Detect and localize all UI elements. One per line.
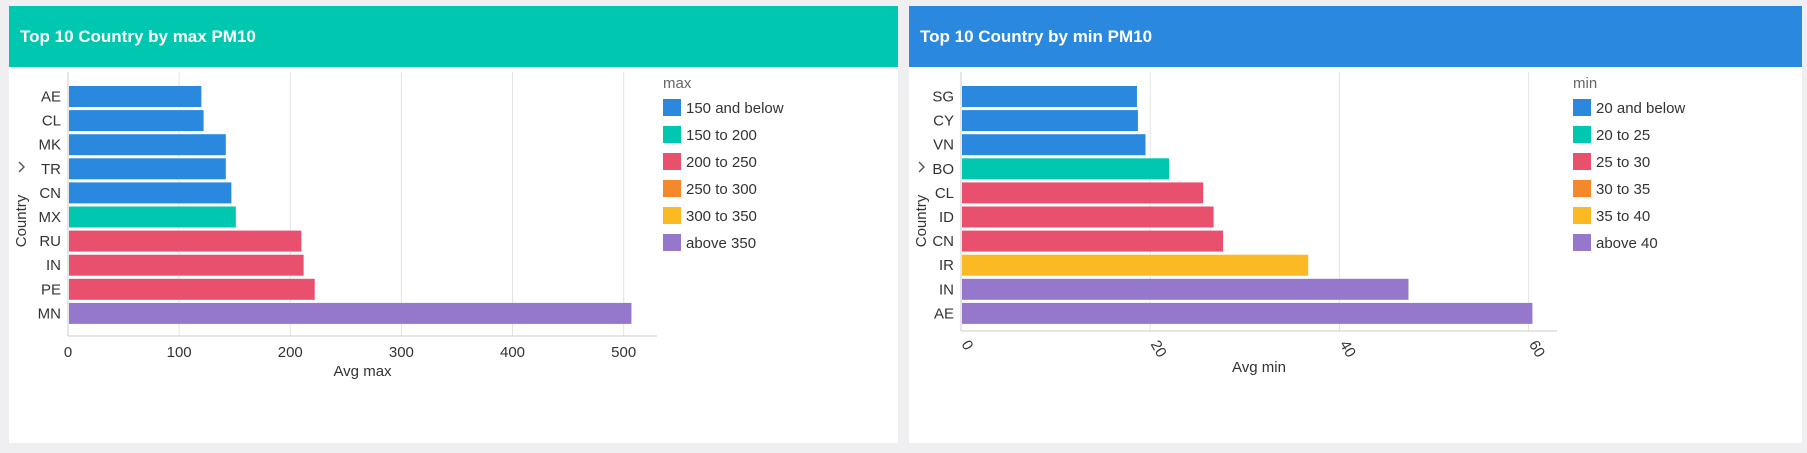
x-tick-label-400: 400 [500,344,525,361]
category-label-ae: AE [934,305,954,322]
category-label-sg: SG [932,89,954,106]
category-label-cn: CN [932,233,954,250]
category-label-tr: TR [41,161,61,178]
x-tick-label-0: 0 [64,344,72,361]
min-pm10-chart-title: Top 10 Country by min PM10 [920,26,1153,46]
category-label-mk: MK [39,137,62,154]
category-label-ru: RU [39,233,61,250]
x-tick-label-300: 300 [389,344,414,361]
min-pm10-panel-header: Top 10 Country by min PM10 [909,6,1802,67]
x-tick-label-20: 20 [1147,338,1170,361]
bar-ae [69,86,202,107]
legend-swatch-4 [663,207,681,224]
legend-swatch-2 [1573,153,1591,170]
bar-ru [69,230,302,252]
legend-label-5: above 350 [686,235,756,252]
legend-label-3: 250 to 300 [686,181,757,198]
category-label-vn: VN [933,137,954,154]
category-label-cl: CL [42,113,61,130]
x-tick-label-200: 200 [278,344,303,361]
legend-label-4: 35 to 40 [1596,208,1650,225]
category-label-mx: MX [39,209,62,226]
max-pm10-chart-title: Top 10 Country by max PM10 [20,26,256,46]
bar-in [962,278,1409,300]
legend-title: min [1573,75,1597,92]
category-label-cl: CL [935,185,954,202]
min-pm10-bar-chart: SG CY VN BO CL ID CN IR IN AE0 20 40 60 Avg min Countr… [913,72,1685,376]
x-tick-label-40: 40 [1336,338,1359,361]
x-axis-title: Avg max [333,363,392,380]
legend-swatch-1 [1573,126,1591,143]
bar-mx [69,206,236,228]
bar-id [962,206,1214,228]
x-tick-label-60: 60 [1525,338,1548,361]
bar-cn [962,230,1224,252]
max-pm10-panel-header: Top 10 Country by max PM10 [9,6,898,67]
legend-swatch-3 [1573,180,1591,197]
bar-mn [69,302,632,324]
bar-cy [962,110,1138,132]
legend-label-3: 30 to 35 [1596,181,1650,198]
legend-swatch-0 [1573,99,1591,116]
bar-bo [962,158,1170,180]
bar-ae [962,302,1533,324]
bar-mk [69,134,226,156]
category-label-cn: CN [39,185,61,202]
bar-in [69,254,304,276]
legend-swatch-4 [1573,207,1591,224]
category-label-bo: BO [932,161,954,178]
bar-sg [962,86,1137,107]
max-pm10-bar-chart: AE CL MK TR CN MX RU IN PE MN 0 100 200 300 400 500 Avg … [13,72,784,380]
bar-tr [69,158,226,180]
bar-cn [69,182,232,204]
category-label-id: ID [939,209,954,226]
legend-label-4: 300 to 350 [686,208,757,225]
bar-vn [962,134,1146,156]
legend-label-2: 200 to 250 [686,154,757,171]
legend-label-5: above 40 [1596,235,1658,252]
legend-swatch-5 [663,234,681,251]
min-pm10-panel: Top 10 Country by min PM10 SG CY VN BO CL ID C… [909,6,1802,443]
category-label-pe: PE [41,281,61,298]
x-tick-label-100: 100 [167,344,192,361]
legend-swatch-5 [1573,234,1591,251]
category-label-ir: IR [939,257,954,274]
legend-label-1: 150 to 200 [686,127,757,144]
legend-title: max [663,75,692,92]
y-axis-title: Country [13,194,30,247]
x-axis-title: Avg min [1232,359,1286,376]
category-label-mn: MN [38,305,61,322]
bar-cl [69,110,204,132]
max-pm10-panel: Top 10 Country by max PM10 AE CL MK TR CN MX R… [9,6,898,443]
legend-swatch-1 [663,126,681,143]
legend-swatch-2 [663,153,681,170]
bar-cl [962,182,1204,204]
bar-ir [962,254,1309,276]
y-axis-title: Country [913,194,930,247]
legend-label-0: 20 and below [1596,100,1685,117]
legend-swatch-0 [663,99,681,116]
legend-swatch-3 [663,180,681,197]
chevron-icon [918,161,925,173]
category-label-ae: AE [41,89,61,106]
chevron-icon [18,161,25,173]
legend-label-0: 150 and below [686,100,784,117]
category-label-in: IN [46,257,61,274]
x-tick-label-500: 500 [611,344,636,361]
category-label-in: IN [939,281,954,298]
legend-label-1: 20 to 25 [1596,127,1650,144]
legend-label-2: 25 to 30 [1596,154,1650,171]
category-label-cy: CY [933,113,954,130]
bar-pe [69,278,315,300]
x-tick-label-0: 0 [958,338,977,354]
